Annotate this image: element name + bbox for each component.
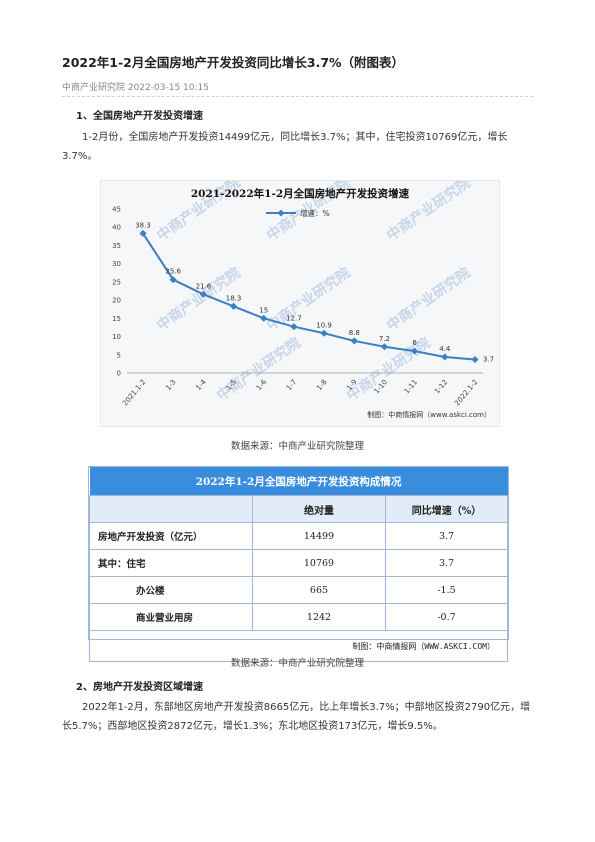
x-tick-label: 1-11	[403, 378, 419, 395]
table-row: 其中：住宅 10769 3.7	[89, 549, 508, 577]
data-label: 7.2	[379, 335, 390, 343]
table-header-growth: 同比增速（%）	[385, 495, 508, 523]
data-point	[380, 343, 388, 351]
series-line	[142, 232, 476, 361]
table-row: 房地产开发投资（亿元） 14499 3.7	[89, 522, 508, 550]
data-label: 21.6	[196, 282, 212, 290]
table-row: 办公楼 665 -1.5	[89, 576, 508, 604]
row-label: 办公楼	[89, 576, 253, 604]
x-tick-label: 2021.1-2	[121, 378, 147, 407]
table-caption: 2022年1-2月全国房地产开发投资构成情况	[89, 467, 508, 496]
legend-label: 增速：%	[300, 208, 330, 218]
data-label: 4.4	[439, 345, 451, 353]
data-point	[199, 290, 207, 298]
y-tick-label: 15	[112, 315, 121, 323]
row-label: 商业营业用房	[89, 603, 253, 631]
row-growth: 3.7	[385, 549, 508, 577]
article-source[interactable]: 中商产业研究院	[62, 83, 126, 93]
data-label: 3.7	[483, 356, 494, 364]
row-value: 665	[252, 576, 386, 604]
data-point	[471, 355, 479, 364]
watermark-text: 中商产业研究院	[214, 334, 304, 404]
y-tick-label: 40	[112, 224, 121, 232]
data-point	[290, 323, 298, 331]
y-tick-label: 25	[112, 278, 121, 286]
chart-source-note: 数据来源：中商产业研究院整理	[230, 441, 364, 452]
y-tick-label: 5	[117, 351, 121, 359]
x-tick-label: 1-7	[285, 378, 298, 392]
row-value: 10769	[252, 549, 386, 577]
divider	[62, 96, 533, 97]
row-value: 1242	[252, 603, 386, 631]
x-tick-label: 2022.1-2	[453, 378, 479, 407]
article-title: 2022年1-2月全国房地产开发投资同比增长3.7%（附图表）	[62, 55, 405, 70]
data-label: 12.7	[286, 315, 302, 323]
data-point	[139, 229, 147, 237]
row-growth: 3.7	[385, 522, 508, 550]
row-growth: -0.7	[385, 603, 508, 631]
data-point	[441, 353, 449, 361]
x-tick-label: 1-3	[164, 378, 177, 392]
table-header-value: 绝对量	[252, 495, 386, 523]
data-point	[320, 329, 328, 337]
section1-heading: 1、全国房地产开发投资增速	[76, 111, 203, 122]
table-row: 商业营业用房 1242 -0.7	[89, 603, 508, 631]
article-datetime: 2022-03-15 10:15	[127, 83, 209, 93]
chart-title: 2021-2022年1-2月全国房地产开发投资增速	[191, 187, 410, 200]
table-header-blank	[89, 495, 253, 523]
data-label: 38.3	[135, 221, 151, 229]
article-meta: 中商产业研究院 2022-03-15 10:15	[62, 80, 209, 93]
table-credit: 制图：中商情报网（WWW.ASKCI.COM）	[89, 630, 508, 662]
table-header-row: 绝对量 同比增速（%）	[89, 495, 508, 523]
data-label: 25.6	[165, 268, 181, 276]
y-tick-label: 10	[112, 333, 121, 341]
x-tick-label: 1-4	[194, 378, 208, 392]
section2-paragraph: 2022年1-2月，东部地区房地产开发投资8665亿元，比上年增长3.7%；中部…	[62, 702, 531, 732]
row-label: 房地产开发投资（亿元）	[89, 522, 253, 550]
y-tick-label: 20	[112, 297, 121, 305]
y-tick-label: 30	[112, 260, 121, 268]
y-tick-label: 35	[112, 242, 121, 250]
data-label: 15	[259, 306, 268, 314]
data-label: 8.8	[349, 329, 360, 337]
data-label: 6	[412, 339, 417, 347]
x-tick-label: 1-12	[433, 378, 449, 395]
line-chart: 中商产业研究院 中商产业研究院 中商产业研究院 中商产业研究院 中商产业研究院 中商产业研…	[100, 180, 500, 427]
row-value: 14499	[252, 522, 386, 550]
data-label: 18.3	[226, 294, 242, 302]
table-source-note: 数据来源：中商产业研究院整理	[230, 658, 364, 669]
data-point	[411, 347, 419, 355]
chart-credit: 制图：中商情报网（www.askci.com）	[367, 410, 491, 419]
y-tick-label: 45	[112, 206, 121, 214]
legend-marker	[277, 209, 285, 217]
section1-paragraph: 1-2月份，全国房地产开发投资14499亿元，同比增长3.7%；其中，住宅投资1…	[62, 132, 508, 162]
composition-table: 2022年1-2月全国房地产开发投资构成情况 绝对量 同比增速（%） 房地产开发…	[88, 466, 509, 662]
watermark-text: 中商产业研究院	[264, 264, 354, 334]
watermark-text: 中商产业研究院	[384, 264, 474, 334]
data-point	[350, 337, 358, 345]
x-tick-label: 1-8	[315, 378, 328, 392]
section2-heading: 2、房地产开发投资区域增速	[76, 682, 203, 693]
data-label: 10.9	[316, 321, 332, 329]
watermark-text: 中商产业研究院	[344, 334, 434, 404]
row-label: 其中：住宅	[89, 549, 253, 577]
y-tick-label: 0	[117, 370, 121, 378]
row-growth: -1.5	[385, 576, 508, 604]
data-point	[230, 302, 238, 310]
